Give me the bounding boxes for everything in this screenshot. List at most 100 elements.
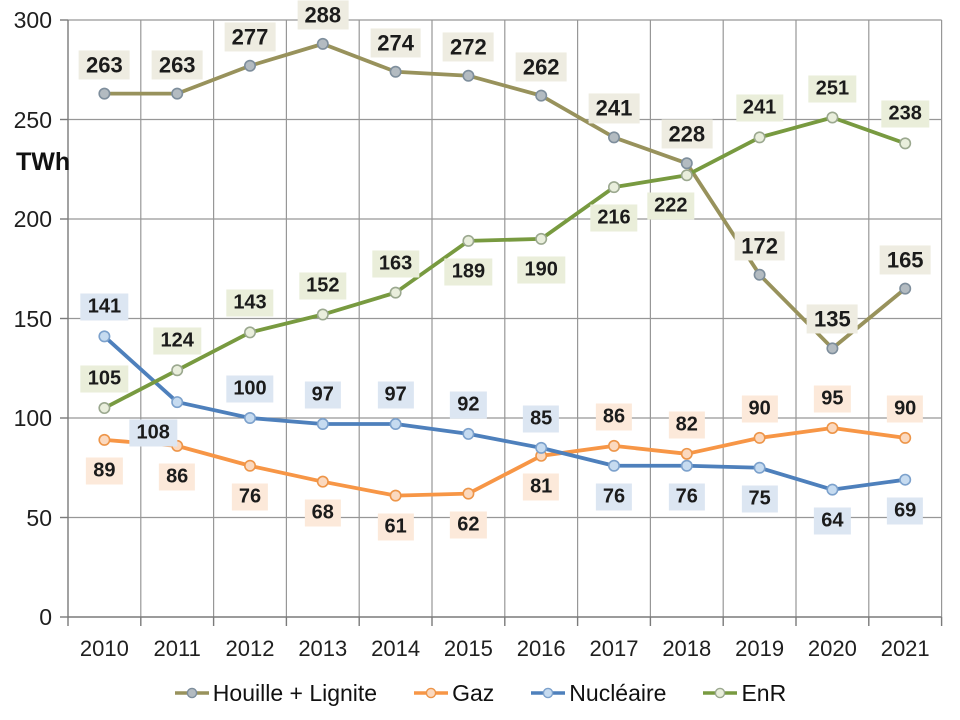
data-label-nucleaire-2016: 85 <box>523 405 560 433</box>
series-marker-gaz <box>316 475 329 488</box>
legend-label: EnR <box>741 679 787 706</box>
y-axis-title: TWh <box>16 148 71 176</box>
y-tick-label: 150 <box>13 305 52 332</box>
series-marker-enr <box>826 111 839 124</box>
data-label-enr-2016: 190 <box>517 256 565 284</box>
data-label-gaz-2015: 62 <box>450 511 487 539</box>
data-label-enr-2019: 241 <box>735 94 784 122</box>
series-marker-enr <box>899 137 912 150</box>
x-tick-label: 2010 <box>79 636 129 661</box>
series-marker-houille-lignite <box>753 268 766 281</box>
data-label-nucleaire-2012: 100 <box>226 375 274 403</box>
data-label-houille-lignite-2021: 165 <box>879 245 931 275</box>
legend-swatch-icon <box>414 687 449 699</box>
legend: Houille + Lignite Gaz Nucléaire EnR <box>0 672 960 714</box>
x-tick-label: 2015 <box>443 636 493 661</box>
data-label-houille-lignite-2019: 172 <box>734 231 785 261</box>
data-label-gaz-2010: 89 <box>86 457 123 485</box>
legend-swatch-icon <box>174 687 209 699</box>
data-label-enr-2011: 124 <box>153 327 201 355</box>
legend-item-gaz: Gaz <box>413 680 494 707</box>
series-marker-gaz <box>753 431 766 444</box>
series-marker-enr <box>753 131 766 144</box>
data-label-gaz-2013: 68 <box>304 499 341 527</box>
series-marker-houille-lignite <box>535 89 548 102</box>
data-label-houille-lignite-2020: 135 <box>807 304 858 334</box>
series-marker-nucleaire <box>607 459 620 472</box>
data-label-enr-2020: 251 <box>808 75 857 102</box>
data-label-nucleaire-2020: 64 <box>814 507 851 535</box>
series-marker-nucleaire <box>535 441 548 454</box>
x-tick-label: 2014 <box>371 636 421 661</box>
data-label-nucleaire-2013: 97 <box>304 381 341 409</box>
x-tick-label: 2011 <box>153 636 201 661</box>
legend-label: Gaz <box>452 679 495 706</box>
x-tick-label: 2020 <box>807 636 857 661</box>
data-label-nucleaire-2010: 141 <box>80 293 129 321</box>
series-marker-enr <box>535 232 548 245</box>
series-marker-gaz <box>899 431 912 444</box>
y-tick-label: 200 <box>13 206 52 232</box>
series-marker-nucleaire <box>316 417 329 430</box>
y-tick-label: 300 <box>13 7 52 33</box>
series-line-houille-lignite <box>102 41 908 351</box>
series-marker-enr <box>607 181 620 194</box>
data-label-enr-2013: 152 <box>299 272 347 300</box>
series-marker-houille-lignite <box>316 37 329 50</box>
data-label-gaz-2021: 90 <box>887 395 924 423</box>
data-label-houille-lignite-2018: 228 <box>661 119 713 149</box>
series-marker-enr <box>244 326 257 339</box>
legend-item-houille-lignite: Houille + Lignite <box>174 680 377 707</box>
legend-label: Nucléaire <box>569 679 667 706</box>
data-label-houille-lignite-2016: 262 <box>515 52 567 82</box>
series-marker-nucleaire <box>244 411 257 424</box>
series-marker-enr <box>171 364 184 377</box>
data-label-houille-lignite-2010: 263 <box>79 50 130 80</box>
series-marker-gaz <box>607 439 620 452</box>
series-marker-houille-lignite <box>899 282 912 295</box>
series-marker-nucleaire <box>899 473 912 486</box>
series-marker-enr <box>389 286 402 299</box>
data-label-gaz-2012: 76 <box>231 483 269 511</box>
data-label-gaz-2011: 86 <box>159 463 196 491</box>
data-label-enr-2014: 163 <box>371 250 420 278</box>
legend-swatch-icon <box>531 687 566 699</box>
data-label-nucleaire-2019: 75 <box>741 485 778 513</box>
data-label-gaz-2017: 86 <box>595 403 633 431</box>
data-label-houille-lignite-2017: 241 <box>588 93 640 123</box>
x-tick-label: 2021 <box>880 636 930 661</box>
legend-swatch-icon <box>703 687 738 699</box>
data-label-enr-2018: 222 <box>647 192 695 220</box>
data-label-houille-lignite-2012: 277 <box>224 22 276 52</box>
series-marker-nucleaire <box>171 396 184 409</box>
x-tick-label: 2013 <box>298 636 348 661</box>
series-marker-houille-lignite <box>98 87 111 100</box>
x-tick-label: 2016 <box>516 636 566 661</box>
data-label-houille-lignite-2014: 274 <box>370 28 421 58</box>
series-marker-gaz <box>389 489 402 502</box>
series-marker-houille-lignite <box>389 65 402 78</box>
series-marker-nucleaire <box>389 417 402 430</box>
series-marker-houille-lignite <box>607 131 620 144</box>
data-label-nucleaire-2018: 76 <box>668 483 705 511</box>
y-tick-label: 250 <box>13 106 52 133</box>
series-marker-gaz <box>680 447 693 460</box>
series-marker-gaz <box>462 487 475 500</box>
data-label-enr-2012: 143 <box>226 289 274 317</box>
x-tick-label: 2012 <box>225 636 275 661</box>
series-marker-nucleaire <box>826 483 839 496</box>
data-label-enr-2021: 238 <box>881 100 929 128</box>
series-marker-enr <box>98 402 111 415</box>
data-label-houille-lignite-2013: 288 <box>297 0 349 30</box>
data-label-nucleaire-2011: 108 <box>129 419 177 447</box>
series-marker-nucleaire <box>753 461 766 474</box>
legend-label: Houille + Lignite <box>212 679 378 706</box>
y-tick-label: 0 <box>39 604 52 630</box>
series-marker-nucleaire <box>462 427 475 440</box>
series-marker-gaz <box>826 421 839 434</box>
y-tick-label: 50 <box>26 504 52 531</box>
series-marker-nucleaire <box>680 459 693 472</box>
series-marker-enr <box>316 308 329 321</box>
